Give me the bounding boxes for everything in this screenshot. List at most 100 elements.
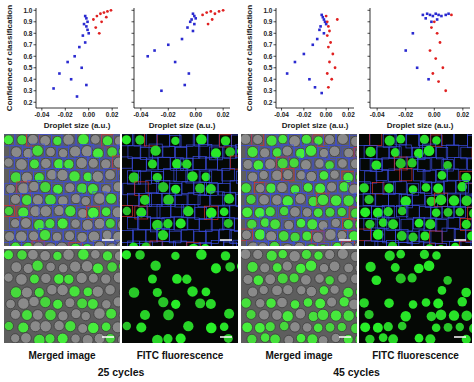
detection-box	[375, 242, 387, 246]
y-tick	[34, 56, 37, 57]
detection-box	[112, 230, 120, 243]
droplet	[338, 274, 348, 284]
droplet	[351, 208, 357, 219]
detection-box	[194, 231, 206, 243]
detection-box	[359, 182, 370, 194]
detection-box	[4, 205, 14, 216]
scatter-chart: -0.04-0.020.000.020.20.30.40.50.60.70.80…	[5, 5, 119, 130]
detection-box	[101, 135, 113, 147]
point	[98, 32, 101, 35]
point	[326, 20, 329, 23]
droplet	[315, 298, 326, 309]
detection-box	[10, 241, 22, 246]
droplet	[69, 171, 80, 182]
droplet	[432, 136, 440, 144]
droplet	[278, 231, 289, 242]
detection-box	[401, 219, 413, 231]
point	[328, 61, 331, 64]
detection-box	[447, 169, 458, 180]
droplet	[391, 263, 400, 272]
droplet	[384, 322, 393, 331]
droplet	[241, 249, 251, 259]
detection-box	[235, 218, 238, 231]
marks	[52, 9, 112, 98]
detection-box	[186, 170, 199, 183]
droplet	[211, 263, 221, 273]
droplet	[105, 170, 115, 180]
droplet	[337, 231, 347, 241]
point	[70, 78, 73, 81]
y-tick	[368, 90, 371, 91]
droplet	[355, 263, 357, 273]
droplet	[247, 334, 257, 343]
detection-box	[431, 135, 442, 146]
droplet	[45, 334, 55, 343]
droplet	[172, 274, 182, 284]
y-tick	[274, 79, 277, 80]
droplet	[81, 146, 93, 158]
droplet	[272, 170, 283, 181]
droplet	[424, 260, 435, 271]
y-tick	[368, 10, 371, 11]
scale-bar	[339, 239, 351, 241]
droplet	[247, 261, 258, 272]
point	[218, 10, 221, 13]
point	[330, 78, 333, 81]
droplet	[432, 251, 440, 259]
point	[429, 14, 432, 17]
droplet	[105, 334, 115, 343]
detection-box	[330, 217, 341, 228]
y-tick	[34, 67, 37, 68]
detection-box	[133, 158, 147, 172]
detection-box	[87, 157, 99, 169]
point	[146, 55, 149, 58]
droplet	[325, 323, 335, 333]
detection-box	[370, 134, 382, 145]
point	[52, 87, 55, 90]
droplet	[102, 251, 112, 261]
droplet	[53, 251, 62, 260]
droplet	[433, 184, 443, 194]
droplet	[114, 251, 120, 261]
point	[87, 32, 90, 35]
droplet	[443, 161, 452, 170]
droplet	[206, 299, 216, 309]
detection-box	[218, 206, 229, 217]
droplet	[438, 286, 447, 295]
detection-box	[229, 206, 238, 219]
detection-box	[423, 170, 435, 182]
y-axis	[276, 8, 277, 108]
droplet	[188, 244, 199, 246]
point	[325, 15, 328, 18]
droplet	[58, 264, 67, 273]
y-tick	[34, 102, 37, 103]
image-background	[122, 134, 238, 246]
droplet	[379, 218, 388, 227]
y-tick-label: 0.2	[23, 99, 32, 106]
detection-box	[104, 218, 116, 230]
droplet	[183, 321, 193, 331]
detection-box	[423, 243, 435, 246]
detection-box	[118, 194, 120, 206]
detection-box	[62, 134, 75, 146]
detection-box	[69, 242, 82, 246]
detection-box	[376, 169, 387, 180]
detection-box	[57, 148, 68, 159]
y-tick-label: 1.0	[263, 7, 272, 14]
droplet	[32, 310, 43, 321]
droplet	[253, 160, 263, 170]
point	[58, 72, 61, 75]
point	[85, 17, 88, 20]
droplet	[187, 286, 197, 296]
droplet	[282, 244, 294, 246]
droplet	[91, 135, 101, 145]
droplet	[265, 207, 275, 217]
detection-box	[117, 218, 120, 231]
detection-box	[460, 194, 472, 207]
point	[447, 12, 450, 15]
droplet	[70, 261, 81, 272]
point	[207, 23, 210, 26]
detection-box	[430, 207, 441, 218]
droplet	[295, 308, 306, 319]
droplet	[57, 333, 68, 343]
